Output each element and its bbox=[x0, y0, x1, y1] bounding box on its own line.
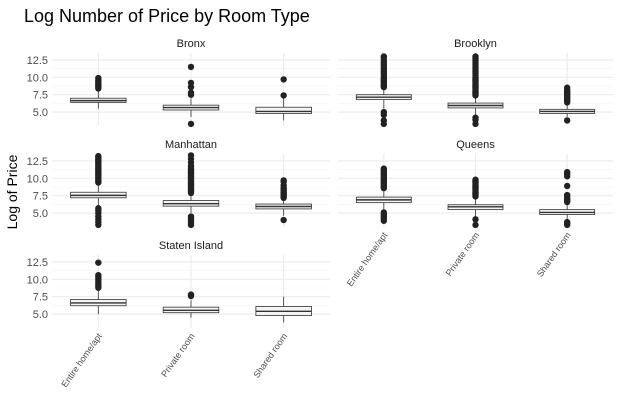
outlier-point bbox=[95, 205, 102, 212]
panel-strip-label: Staten Island bbox=[159, 240, 223, 252]
chart-title: Log Number of Price by Room Type bbox=[24, 6, 310, 26]
outlier-point bbox=[95, 271, 102, 279]
outlier-point bbox=[280, 216, 287, 224]
y-tick-label: 7.5 bbox=[33, 90, 48, 102]
x-tick-label: Private room bbox=[444, 230, 481, 278]
box-entire-home-apt bbox=[70, 259, 127, 315]
outlier-point bbox=[187, 79, 195, 87]
panel-brooklyn: Brooklyn bbox=[338, 38, 613, 128]
y-tick-label: 5.0 bbox=[33, 309, 48, 321]
outlier-point bbox=[380, 209, 388, 216]
box-shared-room bbox=[539, 168, 596, 229]
outlier-point bbox=[563, 182, 571, 190]
x-tick-label: Entire home/apt bbox=[59, 331, 104, 389]
outlier-point bbox=[563, 84, 571, 91]
panel-manhattan: Manhattan 5.0 7.5 10.0 12.5 bbox=[27, 139, 330, 229]
box-entire-home-apt bbox=[70, 74, 127, 109]
outlier-point bbox=[472, 221, 479, 229]
outlier-point bbox=[187, 213, 195, 220]
x-tick-label: Shared room bbox=[535, 230, 573, 278]
panel-strip-label: Brooklyn bbox=[454, 38, 497, 50]
box-shared-room bbox=[255, 177, 312, 224]
outlier-point bbox=[380, 165, 388, 172]
box-shared-room bbox=[539, 84, 596, 124]
outlier-point bbox=[380, 53, 388, 60]
outlier-point bbox=[472, 114, 479, 121]
outlier-point bbox=[280, 76, 287, 83]
outlier-point bbox=[563, 218, 571, 226]
y-tick-label: 10.0 bbox=[27, 173, 48, 185]
panel-bronx: Bronx 5.0 7.5 10.0 12.5 bbox=[27, 38, 330, 128]
outlier-point bbox=[563, 117, 571, 124]
box-shared-room bbox=[255, 296, 312, 323]
y-tick-label: 12.5 bbox=[27, 257, 48, 269]
outlier-point bbox=[380, 108, 388, 116]
box-private-room bbox=[162, 63, 220, 128]
outlier-point bbox=[95, 152, 102, 160]
outlier-point bbox=[472, 176, 479, 183]
panel-strip-label: Bronx bbox=[177, 38, 206, 50]
y-tick-label: 10.0 bbox=[27, 72, 48, 84]
y-tick-label: 12.5 bbox=[27, 55, 48, 67]
outlier-point bbox=[380, 117, 388, 124]
y-tick-label: 5.0 bbox=[33, 208, 48, 220]
outlier-point bbox=[95, 74, 102, 82]
panel-strip-label: Queens bbox=[456, 139, 495, 151]
box-private-room bbox=[447, 176, 504, 229]
y-tick-label: 5.0 bbox=[33, 107, 48, 119]
panel-staten-island: Staten Island 5.0 7.5 10.0 12.5 Entire home/a… bbox=[27, 240, 330, 389]
box-entire-home-apt bbox=[355, 53, 412, 128]
y-tick-label: 12.5 bbox=[27, 156, 48, 168]
x-tick-label: Shared room bbox=[251, 331, 289, 379]
box-entire-home-apt bbox=[355, 165, 412, 224]
y-tick-label: 7.5 bbox=[33, 292, 48, 304]
box-iqr bbox=[255, 106, 312, 114]
y-tick-label: 7.5 bbox=[33, 191, 48, 203]
box-private-room bbox=[447, 53, 504, 128]
outlier-point bbox=[563, 168, 571, 176]
box-shared-room bbox=[255, 76, 312, 121]
panel-queens: Queens Entire home/apt Private room Shared … bbox=[338, 139, 613, 288]
panel-strip-label: Manhattan bbox=[165, 139, 217, 151]
panels-layer: Bronx 5.0 7.5 10.0 12.5 Brooklyn Manhattan 5.0 7… bbox=[27, 38, 613, 389]
x-tick-label: Private room bbox=[159, 331, 196, 379]
outlier-point bbox=[280, 177, 287, 184]
outlier-point bbox=[472, 53, 479, 60]
outlier-point bbox=[187, 89, 195, 96]
outlier-point bbox=[187, 63, 195, 71]
outlier-point bbox=[187, 291, 195, 298]
outlier-point bbox=[472, 216, 479, 223]
box-private-room bbox=[162, 291, 220, 318]
y-axis-label: Log of Price bbox=[4, 154, 20, 229]
x-tick-label: Entire home/apt bbox=[345, 230, 390, 288]
box-private-room bbox=[162, 152, 220, 229]
box-entire-home-apt bbox=[70, 152, 127, 229]
outlier-point bbox=[95, 259, 102, 266]
y-tick-label: 10.0 bbox=[27, 274, 48, 286]
outlier-point bbox=[563, 191, 571, 199]
outlier-point bbox=[187, 152, 195, 159]
outlier-point bbox=[280, 92, 287, 99]
outlier-point bbox=[187, 120, 195, 128]
